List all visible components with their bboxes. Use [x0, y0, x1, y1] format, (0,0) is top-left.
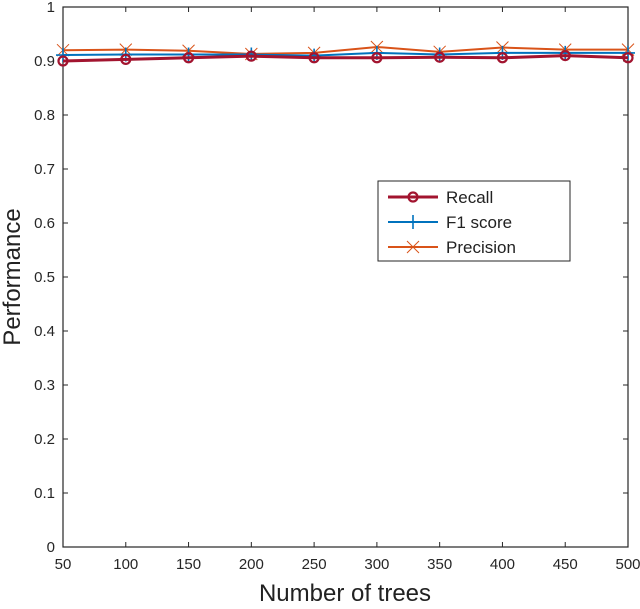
- y-tick-label: 0.5: [34, 269, 55, 286]
- data-point: [434, 51, 446, 63]
- data-point: [496, 52, 509, 64]
- axes: 50 100 150 200 250 300 350 400 450 500 0 0.1 0.2 0.3 0…: [34, 0, 640, 573]
- legend: Recall F1 score Precision: [377, 180, 571, 262]
- x-tick-label: 400: [490, 556, 515, 573]
- data-point: [622, 52, 634, 64]
- plot-frame: [62, 6, 629, 548]
- data-point: [559, 49, 571, 62]
- data-point: [182, 52, 195, 64]
- x-tick-label: 200: [239, 556, 264, 573]
- series-line: [62, 51, 628, 57]
- series-line: [62, 45, 628, 55]
- y-tick-label: 1: [47, 0, 55, 16]
- x-tick-label: 50: [55, 556, 72, 573]
- data-point: [245, 50, 257, 62]
- data-point: [57, 55, 69, 67]
- x-tick-label: 100: [113, 556, 138, 573]
- y-tick-label: 0.7: [34, 161, 55, 178]
- legend-label: F1 score: [446, 213, 512, 232]
- y-tick-label: 0.2: [34, 431, 55, 448]
- x-tick-label: 150: [176, 556, 201, 573]
- y-tick-label: 0.9: [34, 53, 55, 70]
- series-line: [62, 54, 629, 63]
- data-point: [308, 52, 320, 64]
- y-tick-label: 0: [47, 539, 55, 556]
- x-tick-label: 350: [427, 556, 452, 573]
- series-group: [56, 40, 635, 67]
- legend-marker: [406, 215, 420, 229]
- x-tick-label: 250: [302, 556, 327, 573]
- legend-label: Precision: [446, 238, 516, 257]
- data-point: [120, 53, 132, 65]
- y-tick-label: 0.4: [34, 323, 55, 340]
- x-tick-label: 500: [615, 556, 640, 573]
- legend-label: Recall: [446, 188, 493, 207]
- x-tick-label: 300: [364, 556, 389, 573]
- y-tick-label: 0.3: [34, 377, 55, 394]
- legend-marker: [406, 240, 420, 254]
- y-tick-label: 0.6: [34, 215, 55, 232]
- y-axis-label: Performance: [0, 208, 26, 345]
- x-axis-label: Number of trees: [259, 580, 431, 604]
- series-recall: [57, 49, 634, 67]
- legend-marker: [407, 191, 419, 203]
- y-tick-label: 0.8: [34, 107, 55, 124]
- data-point: [371, 52, 383, 64]
- x-tick-label: 450: [553, 556, 578, 573]
- y-tick-label: 0.1: [34, 485, 55, 502]
